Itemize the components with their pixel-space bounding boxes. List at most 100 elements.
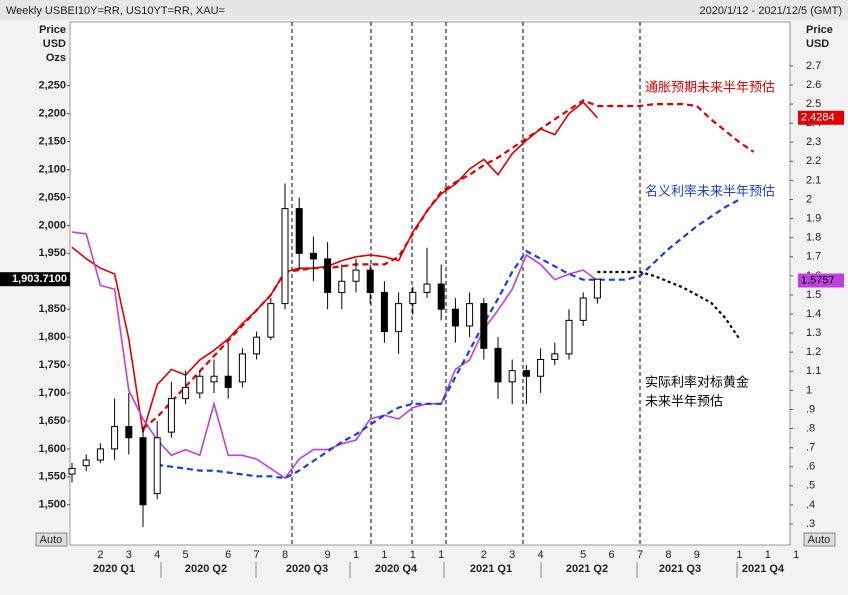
y2-tick-label: 2.3 xyxy=(806,136,821,148)
y2-tick-label: 2.2 xyxy=(806,155,821,167)
quarter-label: 2021 Q2 xyxy=(566,563,608,575)
chart-title: Weekly USBEI10Y=RR, US10YT=RR, XAU= xyxy=(6,5,225,17)
candle-body xyxy=(437,283,445,310)
x-tick-label: 5 xyxy=(580,549,586,561)
annotation: 名义利率未来半年预估 xyxy=(645,183,775,198)
y-tick-label: 2,000 xyxy=(38,219,66,231)
y-tick-label: 1,550 xyxy=(38,471,66,483)
candle-body xyxy=(281,208,289,305)
candle-body xyxy=(565,319,573,355)
y2-tick-label: 1.3 xyxy=(806,327,821,339)
candle-body xyxy=(68,467,76,475)
candle-body xyxy=(267,303,275,338)
y2-tick-label: .6 xyxy=(806,461,815,473)
auto-label[interactable]: Auto xyxy=(808,534,831,546)
candle-body xyxy=(224,375,232,388)
line-series xyxy=(597,270,741,340)
auto-label[interactable]: Auto xyxy=(40,534,63,546)
candle-body xyxy=(366,269,374,293)
y-tick-label: 1,750 xyxy=(38,359,66,371)
x-tick-label: 5 xyxy=(183,549,189,561)
right-axis-title: USD xyxy=(806,38,829,50)
auto-button[interactable] xyxy=(803,532,836,547)
candle-body xyxy=(182,386,190,400)
candle-body xyxy=(253,336,261,355)
x-tick-label: 6 xyxy=(225,549,231,561)
y2-tick-label: .3 xyxy=(806,518,815,530)
left-axis-title: Price xyxy=(39,24,66,36)
quarter-label: 2021 Q1 xyxy=(470,563,512,575)
candle-body xyxy=(466,303,474,327)
quarter-label: 2021 Q3 xyxy=(659,563,701,575)
candle-body xyxy=(196,375,204,394)
header-bar xyxy=(0,0,848,20)
y-tick-label: 2,150 xyxy=(38,135,66,147)
date-range: 2020/1/12 - 2021/12/5 (GMT) xyxy=(700,5,842,17)
auto-button[interactable] xyxy=(35,532,68,547)
candle-body xyxy=(96,448,104,461)
annotation: 实际利率对标黄金 xyxy=(645,374,749,389)
candle-body xyxy=(423,283,431,293)
quarter-label: 2020 Q4 xyxy=(375,563,418,575)
y2-tick-label: .5 xyxy=(806,480,815,492)
y2-tick-label: 1 xyxy=(806,384,812,396)
x-tick-label: 1 xyxy=(381,549,387,561)
candle-body xyxy=(309,252,317,260)
y2-tick-label: 1.5 xyxy=(806,289,821,301)
y2-tick-label: 2.1 xyxy=(806,174,821,186)
y-tick-label: 1,650 xyxy=(38,415,66,427)
candle-body xyxy=(551,353,559,360)
line-series xyxy=(157,198,740,480)
x-tick-label: 9 xyxy=(325,549,331,561)
candle-body xyxy=(338,280,346,293)
candle-body xyxy=(352,269,360,282)
candle-body xyxy=(125,426,133,439)
y2-tick-label: .9 xyxy=(806,403,815,415)
candle-body xyxy=(522,370,530,377)
plot-area xyxy=(69,21,791,546)
quarter-label: 2020 Q3 xyxy=(286,563,328,575)
y-tick-label: 1,700 xyxy=(38,387,66,399)
line-series xyxy=(71,101,598,433)
candle-body xyxy=(167,398,175,433)
x-tick-label: 9 xyxy=(694,549,700,561)
candle-body xyxy=(508,370,516,383)
x-tick-label: 1 xyxy=(736,549,742,561)
x-tick-label: 3 xyxy=(509,549,515,561)
x-tick-label: 1 xyxy=(353,549,359,561)
x-tick-label: 8 xyxy=(282,549,288,561)
last-value-label: 1,903.7100 xyxy=(12,273,67,285)
x-tick-label: 4 xyxy=(154,549,160,561)
candle-body xyxy=(579,297,587,321)
candle-body xyxy=(153,437,161,495)
x-tick-label: 4 xyxy=(538,549,544,561)
quarter-label: 2021 Q4 xyxy=(742,563,785,575)
candle-body xyxy=(480,303,488,349)
quarter-label: 2020 Q1 xyxy=(93,563,135,575)
y2-tick-label: .4 xyxy=(806,499,815,511)
candle-body xyxy=(593,278,601,299)
last-value-box xyxy=(798,110,844,125)
x-tick-label: 1 xyxy=(793,549,799,561)
annotation: 未来半年预估 xyxy=(645,393,723,408)
annotation: 通胀预期未来半年预估 xyxy=(645,79,775,94)
y2-tick-label: 2.7 xyxy=(806,60,821,72)
x-tick-label: 1 xyxy=(438,549,444,561)
y2-tick-label: 1.8 xyxy=(806,232,821,244)
candle-body xyxy=(537,358,545,377)
y-tick-label: 2,100 xyxy=(38,163,66,175)
y2-tick-label: 2.6 xyxy=(806,79,821,91)
last-value-box xyxy=(798,273,844,288)
y2-tick-label: 2.5 xyxy=(806,98,821,110)
candle-body xyxy=(295,208,303,254)
x-tick-label: 1 xyxy=(765,549,771,561)
last-value-box xyxy=(0,272,70,287)
last-value-label: 1.5757 xyxy=(801,274,835,286)
y-tick-label: 1,800 xyxy=(38,331,66,343)
left-axis-title: Ozs xyxy=(46,52,66,64)
candle-body xyxy=(380,291,388,333)
x-tick-label: 3 xyxy=(126,549,132,561)
x-tick-label: 7 xyxy=(254,549,260,561)
candle-body xyxy=(494,347,502,383)
last-value-label: 2.4284 xyxy=(801,112,835,124)
